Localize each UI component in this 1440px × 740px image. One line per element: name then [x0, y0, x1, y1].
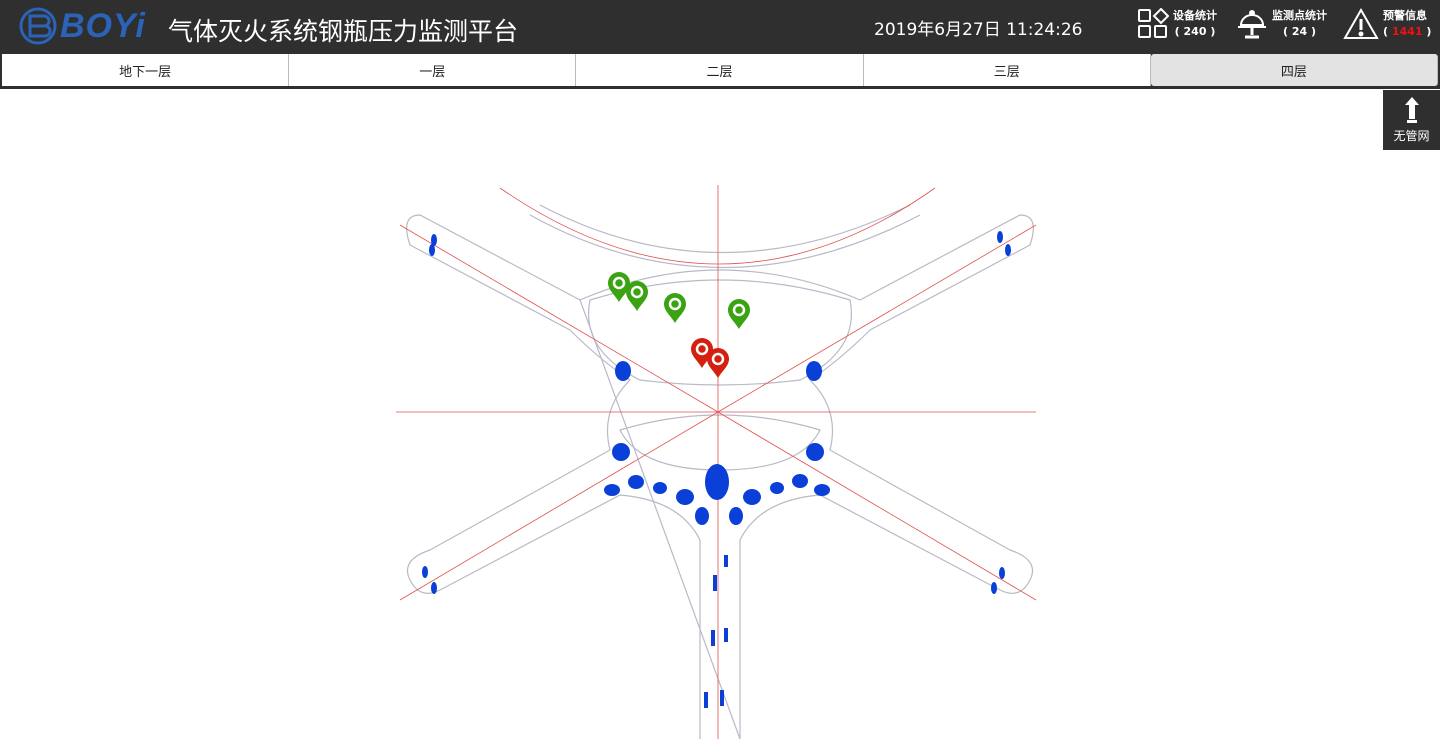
device-stats-count: ( 240 ) [1174, 25, 1216, 38]
logo-icon [19, 7, 57, 45]
alerts-count: ( 1441 ) [1383, 25, 1432, 38]
tab-floor-1[interactable]: 一层 [289, 54, 577, 86]
logo-text: BOYi [60, 6, 146, 45]
map-marker-normal[interactable] [728, 299, 750, 329]
map-marker-alarm[interactable] [707, 348, 729, 378]
tab-floor-4[interactable]: 四层 [1150, 54, 1439, 86]
page-title: 气体灭火系统钢瓶压力监测平台 [168, 17, 519, 46]
floor-plan-map [396, 185, 1037, 740]
no-pipe-network-button[interactable]: 无管网 [1383, 90, 1440, 150]
hydrant-icon [1404, 97, 1419, 123]
map-marker-alarm[interactable] [691, 338, 713, 368]
tab-basement-1[interactable]: 地下一层 [2, 54, 290, 86]
device-stats-label: 设备统计 [1173, 9, 1217, 22]
map-marker-normal[interactable] [664, 293, 686, 323]
device-stats-button[interactable]: 设备统计 ( 240 ) [1137, 8, 1217, 40]
logo: BOYi [18, 6, 146, 46]
monitor-stats-count: ( 24 ) [1282, 25, 1317, 38]
alerts-label: 预警信息 [1383, 9, 1427, 22]
no-pipe-network-label: 无管网 [1393, 129, 1430, 143]
floor-tabs: 地下一层 一层 二层 三层 四层 [0, 52, 1440, 89]
tab-floor-3[interactable]: 三层 [863, 54, 1151, 86]
map-marker-normal[interactable] [626, 281, 648, 311]
header: BOYi 气体灭火系统钢瓶压力监测平台 2019年6月27日 11:24:26 … [0, 0, 1440, 52]
grid-icon [1138, 8, 1169, 38]
axis-lines [396, 185, 1037, 739]
datetime: 2019年6月27日 11:24:26 [874, 20, 1083, 40]
warning-icon [1343, 8, 1379, 39]
monitor-dome-icon [1238, 10, 1266, 39]
monitor-stats-label: 监测点统计 [1272, 9, 1327, 22]
monitor-stats-button[interactable]: 监测点统计 ( 24 ) [1236, 8, 1327, 40]
alerts-button[interactable]: 预警信息 ( 1441 ) [1343, 8, 1431, 40]
map-marker-normal[interactable] [608, 272, 630, 302]
map-markers [608, 272, 750, 378]
parking-areas [422, 231, 1011, 708]
tab-floor-2[interactable]: 二层 [576, 54, 864, 86]
